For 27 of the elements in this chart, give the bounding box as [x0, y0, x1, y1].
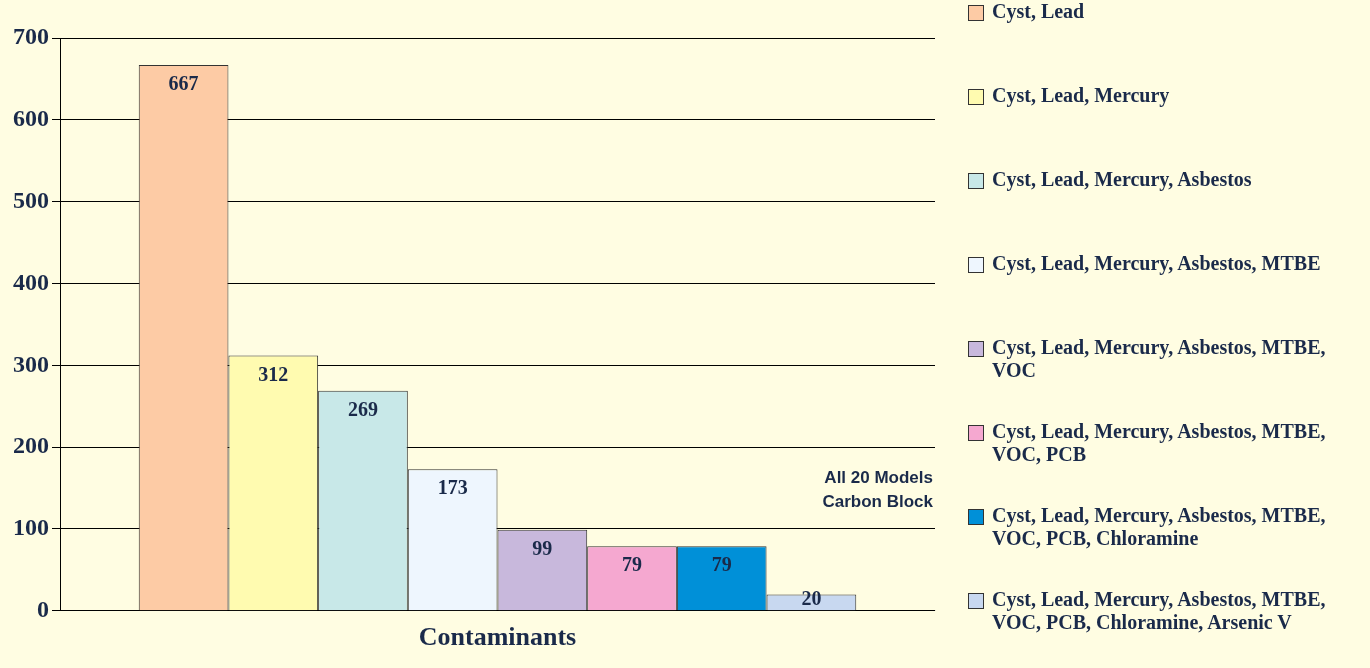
data-label: 269 [347, 397, 378, 420]
y-tick-label: 0 [37, 596, 49, 622]
data-label: 312 [258, 362, 289, 385]
legend-label: Cyst, Lead, Mercury [992, 84, 1170, 107]
data-label: 79 [711, 553, 732, 576]
legend-label: Cyst, Lead [992, 0, 1085, 23]
y-tick-label: 200 [13, 432, 49, 459]
y-tick-label: 600 [13, 105, 49, 132]
data-label: 667 [168, 72, 199, 95]
y-tick-label: 100 [13, 514, 49, 541]
y-tick-label: 500 [13, 186, 49, 213]
legend-label: Cyst, Lead, Mercury, Asbestos, MTBE, VOC [992, 336, 1327, 382]
legend-label: Cyst, Lead, Mercury, Asbestos, MTBE, VOC, PCB [992, 420, 1327, 466]
annotation: Carbon Block [822, 492, 934, 512]
legend-label: Cyst, Lead, Mercury, Asbestos, MTBE, VOC, PCB, Chloramine, Arsenic V [992, 588, 1327, 634]
y-tick-label: 300 [13, 350, 49, 377]
legend-label: Cyst, Lead, Mercury, Asbestos [992, 168, 1252, 191]
data-label: 79 [622, 553, 643, 576]
legend-label: Cyst, Lead, Mercury, Asbestos, MTBE, VOC, PCB, Chloramine [992, 504, 1327, 550]
x-axis-title: Contaminants [418, 622, 577, 652]
y-tick-label: 700 [13, 23, 49, 50]
data-label: 173 [437, 476, 468, 499]
y-tick-label: 400 [13, 268, 49, 295]
data-label: 20 [801, 587, 822, 610]
data-label: 99 [532, 536, 553, 559]
legend-label: Cyst, Lead, Mercury, Asbestos, MTBE [992, 252, 1321, 275]
annotation: All 20 Models [824, 468, 933, 488]
